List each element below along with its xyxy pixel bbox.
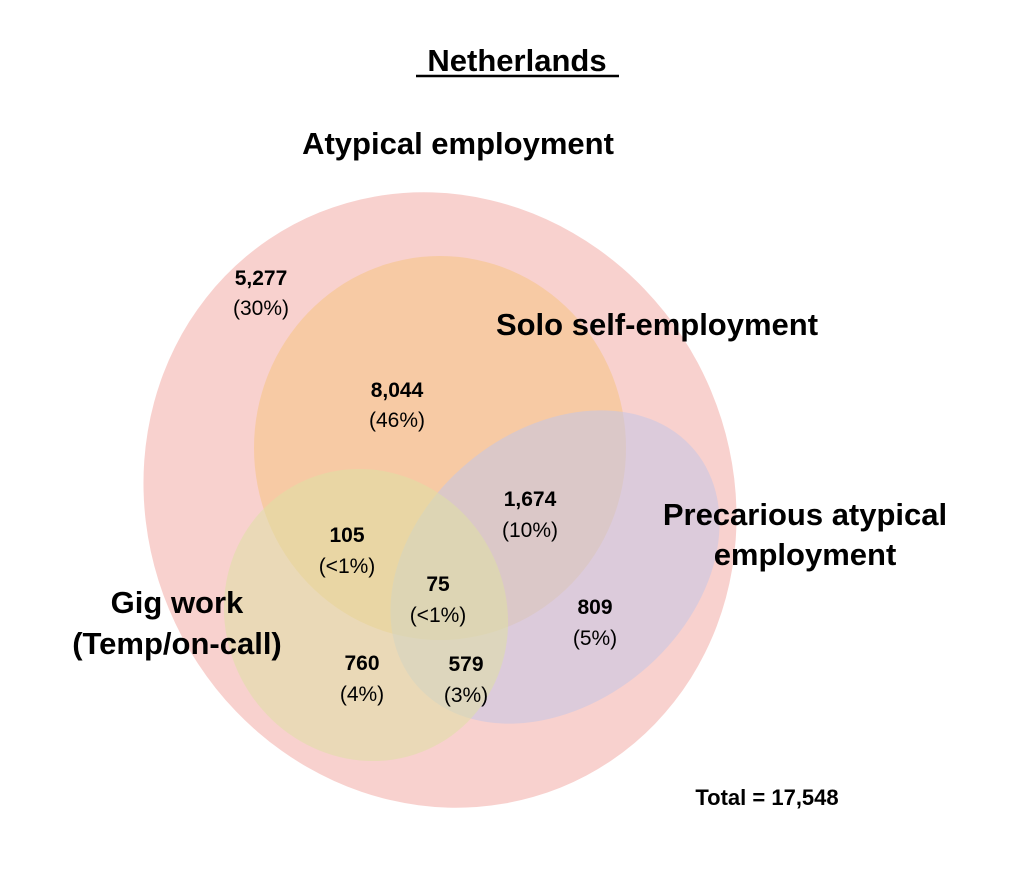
gig-work-label-line2: (Temp/on-call) xyxy=(72,626,282,661)
solo-count: 8,044 xyxy=(371,379,424,402)
solo-gig-count: 105 xyxy=(329,524,364,547)
gig-precarious-pct: (3%) xyxy=(444,684,488,707)
gig-work-label-line1: Gig work xyxy=(111,585,244,620)
precarious-atypical-label-line1: Precarious atypical xyxy=(663,497,947,532)
precarious-atypical-label-line2: employment xyxy=(714,537,897,572)
all-three-count: 75 xyxy=(426,573,450,596)
solo-self-employment-label: Solo self-employment xyxy=(496,307,818,342)
atypical-employment-label: Atypical employment xyxy=(302,126,614,161)
precarious-only-count: 809 xyxy=(577,596,612,619)
solo-pct: (46%) xyxy=(369,409,425,432)
solo-precarious-count: 1,674 xyxy=(504,488,557,511)
gig-work-ellipse xyxy=(223,468,509,762)
precarious-only-pct: (5%) xyxy=(573,627,617,650)
solo-precarious-pct: (10%) xyxy=(502,519,558,542)
total-label: Total = 17,548 xyxy=(695,785,838,810)
all-three-pct: (<1%) xyxy=(410,604,467,627)
diagram-title: Netherlands xyxy=(427,43,606,78)
gig-only-count: 760 xyxy=(344,652,379,675)
atypical-only-count: 5,277 xyxy=(235,267,288,290)
gig-precarious-count: 579 xyxy=(448,653,483,676)
atypical-only-pct: (30%) xyxy=(233,297,289,320)
gig-only-pct: (4%) xyxy=(340,683,384,706)
solo-gig-pct: (<1%) xyxy=(319,555,376,578)
